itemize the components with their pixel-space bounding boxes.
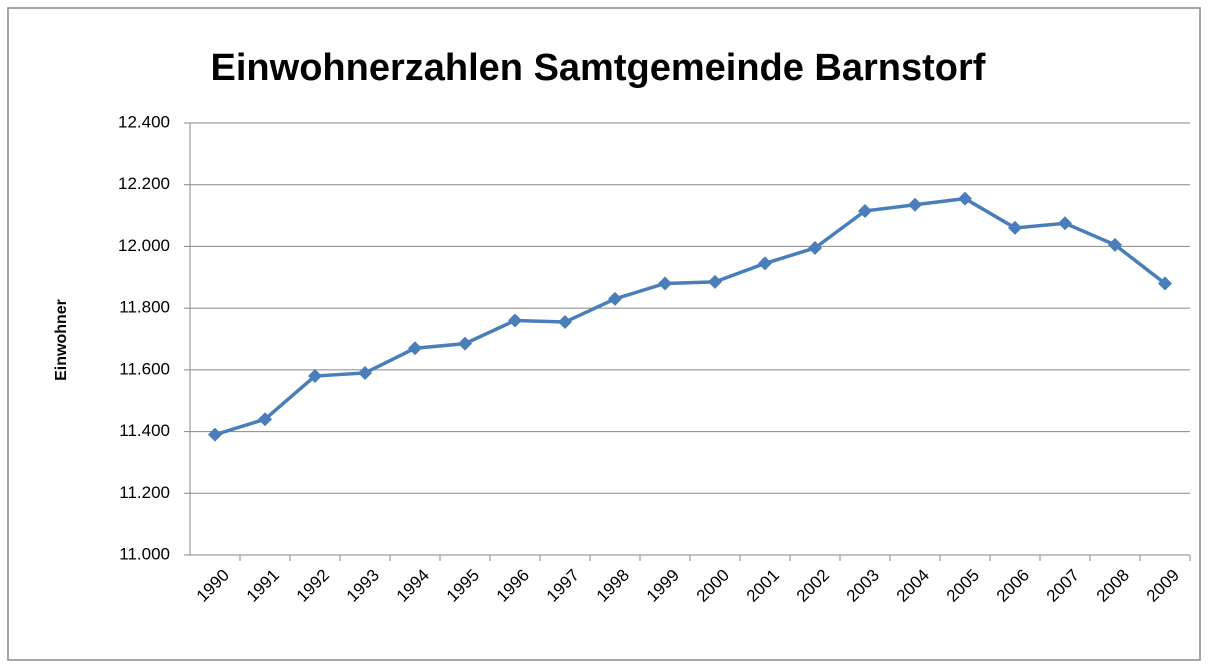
marker [958,191,972,206]
y-axis-title: Einwohner [53,299,70,381]
marker [1008,220,1022,235]
y-tick-label: 11.000 [119,544,170,563]
marker [1058,216,1072,231]
line [214,196,1167,437]
marker [308,369,322,384]
marker [708,274,722,289]
marker [258,412,272,427]
chart-border [7,7,1201,661]
marker [358,365,372,380]
marker [908,197,922,212]
marker [758,256,772,271]
marker [508,313,522,328]
marker [1108,237,1122,252]
y-tick-label: 12.000 [118,236,170,255]
marker [408,341,422,356]
y-tick-label: 11.400 [119,421,170,440]
y-tick-label: 12.400 [118,112,170,131]
marker [558,315,572,330]
y-tick-label: 12.200 [118,174,170,193]
y-tick-label: 11.200 [119,483,170,502]
marker [658,276,672,291]
marker [858,203,872,218]
marker [1158,276,1172,291]
marker [808,240,822,255]
marker [208,427,222,442]
marker [608,291,622,306]
y-tick-label: 11.800 [119,298,170,317]
chart-title: Einwohnerzahlen Samtgemeinde Barnstorf [211,47,986,89]
marker [458,336,472,351]
y-tick-label: 11.600 [119,359,170,378]
